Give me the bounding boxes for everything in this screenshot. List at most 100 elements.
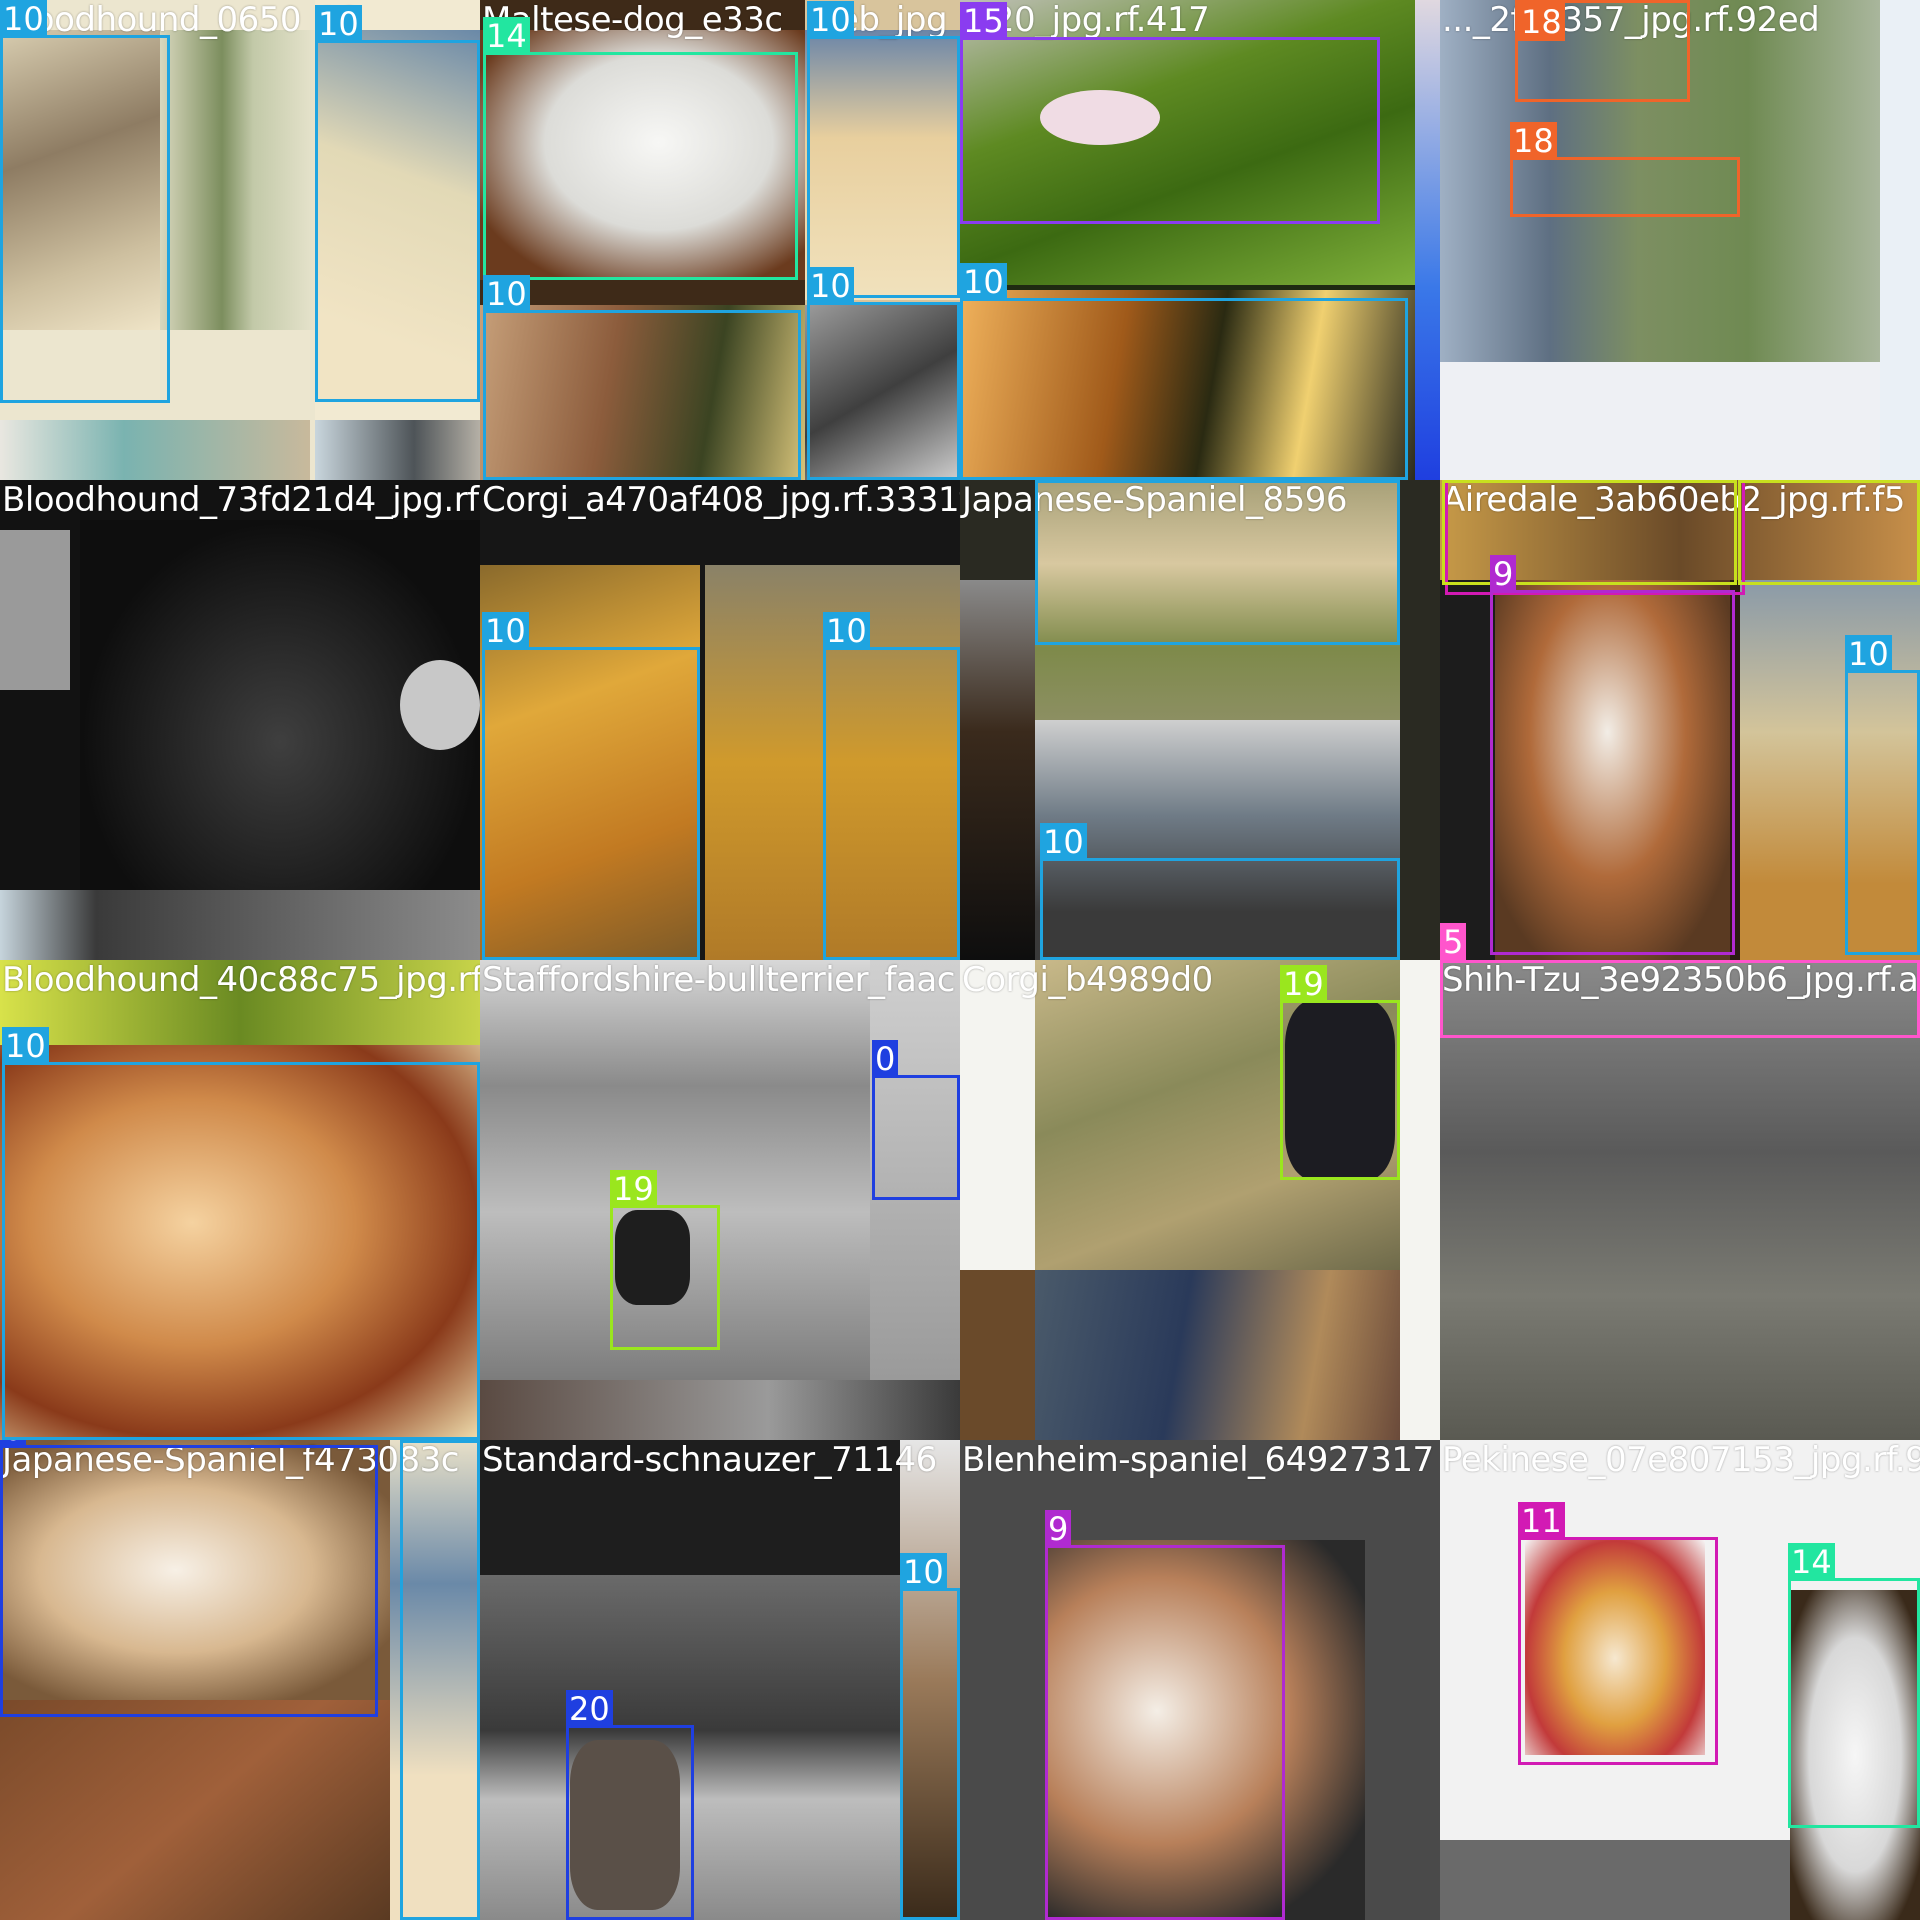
- bounding-box: 19: [610, 1170, 720, 1350]
- bounding-box: 7: [1738, 480, 1920, 585]
- town-photo: [1440, 960, 1920, 1440]
- side-strip: [390, 1440, 480, 1920]
- bounding-box: 18: [1515, 0, 1690, 102]
- mosaic-tile: Corgi_b4989d0 19: [960, 960, 1440, 1440]
- bounding-box: 0: [0, 1440, 378, 1717]
- hillside-photo: [480, 960, 870, 1380]
- class-label: 0: [0, 1440, 27, 1448]
- person-scene: [315, 420, 480, 480]
- cavalier-photo: [1485, 580, 1730, 960]
- bounding-box: 15: [960, 2, 1380, 224]
- mosaic-tile: Bloodhound_73fd21d4_jpg.rf: [0, 480, 480, 960]
- maltese-photo: [480, 30, 805, 280]
- side-strip: [900, 1440, 960, 1920]
- paws-photo: [1035, 480, 1400, 720]
- tile-title: Staffordshire-bullterrier_faac: [482, 960, 955, 1000]
- bounding-box: 10: [960, 263, 1408, 480]
- tile-title: Standard-schnauzer_71146: [482, 1440, 937, 1480]
- bounding-box: 9: [1490, 555, 1735, 955]
- bounding-box: 20: [566, 1690, 694, 1920]
- mosaic-tile: Maltese-dog_e33c 14 10: [480, 0, 805, 480]
- class-label: 10: [1035, 480, 1082, 481]
- left-strip: [960, 580, 1035, 960]
- class-label: 10: [482, 612, 529, 650]
- bloodhound-photo: [0, 30, 160, 330]
- bottom-strip: [0, 890, 480, 960]
- corgi-photo: [1525, 1540, 1705, 1755]
- class-label: 10: [483, 275, 530, 313]
- bounding-box: 7: [1442, 480, 1737, 585]
- bounding-box: 18: [1510, 122, 1740, 217]
- class-label: 18: [1518, 3, 1565, 41]
- tile-title: Maltese-dog_e33c: [482, 0, 783, 40]
- laundry-photo: [1035, 1270, 1400, 1440]
- class-label: 10: [0, 0, 47, 38]
- blanket-photo: [0, 1700, 390, 1920]
- mosaic-tile: ...eb_jpg 10 10: [805, 0, 960, 480]
- mosaic-tile: Shih-Tzu_3e92350b6_jpg.rf.a: [1440, 960, 1920, 1440]
- class-label: 5: [1440, 923, 1467, 960]
- tile-title: Corgi_a470af408_jpg.rf.3331f3: [482, 480, 960, 520]
- mosaic-tile: Bloodhound_40c88c75_jpg.rf 10: [0, 960, 480, 1440]
- bounding-box: 14: [483, 17, 798, 280]
- mosaic-tile: ...20_jpg.rf.417 15 10: [960, 0, 1440, 480]
- bounding-box: 5: [1440, 923, 1467, 960]
- bounding-box: 10: [1035, 480, 1400, 645]
- bounding-box: [1440, 960, 1920, 1038]
- class-label: 10: [900, 1553, 947, 1591]
- class-label: 10: [807, 1, 854, 39]
- class-label: 10: [823, 612, 870, 650]
- mosaic-tile: Corgi_a470af408_jpg.rf.3331f3 10 10: [480, 480, 960, 960]
- schnauzer: [570, 1740, 680, 1910]
- bounding-box: 10: [0, 0, 170, 403]
- mosaic-tile: Airedale_3ab60eb2_jpg.rf.f5 11 7 7 9 10 …: [1440, 480, 1920, 960]
- class-label: 10: [1040, 823, 1087, 861]
- bottom-strip: [480, 1380, 960, 1440]
- black-puppy: [615, 1210, 690, 1305]
- tile-title: Pekinese_07e807153_jpg.rf.90: [1442, 1440, 1920, 1480]
- class-label: 9: [1045, 1510, 1072, 1548]
- dog-tongue: [1040, 90, 1160, 145]
- person-photo: [1035, 720, 1400, 960]
- mosaic-tile: Staffordshire-bullterrier_faac 0 19: [480, 960, 960, 1440]
- top-strip: [1440, 480, 1920, 580]
- bottom-strip: [1440, 1840, 1790, 1920]
- class-label: 10: [400, 1440, 447, 1443]
- class-label: 10: [1845, 635, 1892, 673]
- tile-title: Blenheim-spaniel_64927317: [962, 1440, 1434, 1480]
- class-label: 10: [2, 1027, 49, 1065]
- class-label: 19: [610, 1170, 657, 1208]
- class-label: 14: [1788, 1543, 1835, 1581]
- mosaic-tile: Japanese-Spaniel_f473083c 0 10: [0, 1440, 480, 1920]
- hands-photo: [805, 305, 960, 480]
- edge-strip: [1415, 0, 1440, 480]
- tile-title: Bloodhound_40c88c75_jpg.rf: [2, 960, 480, 1000]
- bounding-box: 19: [1280, 965, 1400, 1180]
- tile-title: Japanese-Spaniel_8596: [962, 480, 1348, 520]
- foliage-strip: [0, 960, 480, 1045]
- class-label: 11: [1518, 1502, 1565, 1540]
- tile-title: Bloodhound_73fd21d4_jpg.rf: [2, 480, 479, 520]
- class-label: 7: [1442, 480, 1469, 483]
- background-scene: [315, 30, 480, 400]
- grass-photo: [960, 0, 1415, 285]
- black-puppy: [1285, 1000, 1395, 1180]
- field-photo: [1440, 0, 1880, 362]
- bounding-box: 14: [1788, 1543, 1920, 1828]
- bounding-box: 10: [483, 275, 801, 480]
- class-label: 20: [566, 1690, 613, 1728]
- person-face: [400, 660, 480, 750]
- bounding-box: 10: [1845, 635, 1920, 955]
- pekinese-photo: [1790, 1590, 1920, 1920]
- bounding-box: 10: [807, 267, 960, 480]
- mosaic-tile: 10 10: [315, 0, 480, 480]
- arm-shape: [0, 530, 70, 690]
- doorway-photo: [480, 1575, 900, 1920]
- basset-photo: [480, 305, 805, 480]
- bounding-box: 9: [1045, 1510, 1285, 1920]
- spaniel-photo: [0, 1440, 390, 1700]
- class-label: 7: [1738, 480, 1765, 483]
- mosaic-tile: Japanese-Spaniel_8596 10 10: [960, 480, 1440, 960]
- background-scene: [160, 30, 315, 330]
- bounding-box: 10: [400, 1440, 480, 1920]
